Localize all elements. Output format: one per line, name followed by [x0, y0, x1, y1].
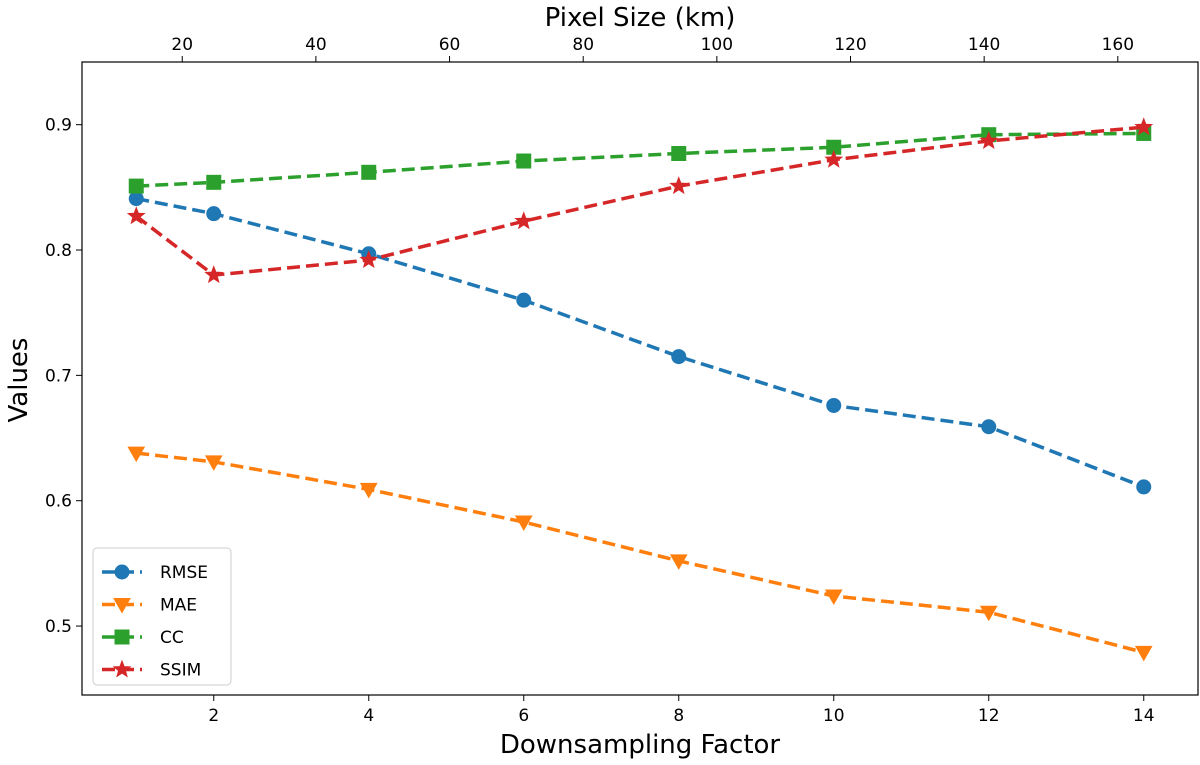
y-axis-title: Values [4, 338, 34, 423]
y-tick-label: 0.8 [45, 241, 72, 261]
legend-item-mae: MAE [102, 596, 197, 616]
mae-point [979, 605, 998, 622]
mae-point [204, 455, 223, 471]
mae-point [514, 515, 533, 532]
top-x-tick-label: 60 [439, 35, 461, 55]
ssim-point [514, 211, 534, 230]
cc-point [206, 174, 222, 190]
mae-point [127, 446, 146, 463]
plot-frame [81, 61, 1199, 696]
ssim-point [979, 131, 999, 149]
cc-line [136, 131, 1144, 188]
legend-label: RMSE [160, 563, 208, 583]
x-tick-label: 8 [673, 706, 684, 726]
series-cc [128, 125, 1152, 194]
top-x-tick-label: 140 [968, 35, 1000, 55]
x-tick-label: 4 [363, 706, 374, 726]
legend-swatch-marker [114, 629, 130, 645]
rmse-point [206, 206, 222, 222]
rmse-point [1136, 479, 1152, 495]
y-tick-label: 0.9 [45, 116, 72, 136]
top-axis-title: Pixel Size (km) [545, 3, 736, 33]
ssim-point [669, 176, 689, 195]
cc-point [516, 153, 532, 169]
ssim-line [135, 125, 1144, 277]
mae-point [824, 589, 843, 605]
rmse-point [826, 397, 842, 413]
legend-swatch-marker [112, 659, 132, 678]
top-x-tick-label: 120 [834, 35, 866, 55]
top-x-tick-label: 40 [305, 35, 327, 55]
series-rmse [128, 191, 1152, 495]
series-ssim [126, 117, 1154, 284]
legend: RMSE MAE CC SSIM [92, 547, 232, 686]
mae-point [669, 554, 688, 570]
x-tick-label: 10 [823, 706, 845, 726]
ssim-point [1134, 117, 1154, 136]
x-tick-label: 6 [518, 706, 529, 726]
rmse-point [516, 292, 532, 308]
mae-line [136, 451, 1145, 655]
legend-label: SSIM [160, 661, 201, 681]
top-x-tick-label: 160 [1102, 35, 1134, 55]
legend-box [92, 547, 232, 686]
top-x-tick-label: 100 [701, 35, 733, 55]
mae-point [1134, 645, 1153, 662]
legend-item-ssim: SSIM [102, 659, 201, 681]
x-tick-label: 14 [1133, 706, 1155, 726]
top-x-tick-label: 20 [171, 35, 193, 55]
legend-swatch-marker [114, 564, 130, 580]
cc-point [361, 164, 377, 180]
series-layer [126, 117, 1154, 662]
top-x-axis-ticks: 20 40 60 80 100 120 140 160 [171, 35, 1134, 62]
legend-item-rmse: RMSE [102, 563, 208, 583]
ssim-point [204, 265, 224, 284]
legend-item-cc: CC [102, 628, 184, 648]
y-tick-label: 0.5 [45, 617, 72, 637]
rmse-point [128, 191, 144, 207]
legend-label: MAE [160, 596, 197, 616]
rmse-line [135, 196, 1145, 489]
y-axis-ticks: 0.5 0.6 0.7 0.8 0.9 [45, 116, 82, 637]
x-axis-ticks: 2 4 6 8 10 12 14 [208, 695, 1155, 726]
ssim-point [824, 149, 844, 168]
x-axis-title: Downsampling Factor [500, 730, 781, 760]
top-x-tick-label: 80 [572, 35, 594, 55]
x-tick-label: 2 [208, 706, 219, 726]
x-tick-label: 12 [978, 706, 1000, 726]
legend-label: CC [160, 628, 184, 648]
cc-point [671, 146, 687, 162]
ssim-point [126, 206, 146, 225]
mae-point [359, 482, 378, 499]
legend-swatch-marker [113, 598, 131, 614]
ssim-point [359, 250, 379, 269]
rmse-point [981, 419, 997, 435]
rmse-point [671, 349, 687, 365]
series-mae [127, 446, 1153, 662]
y-tick-label: 0.7 [45, 366, 72, 386]
y-tick-label: 0.6 [45, 492, 72, 512]
cc-point [128, 178, 144, 194]
